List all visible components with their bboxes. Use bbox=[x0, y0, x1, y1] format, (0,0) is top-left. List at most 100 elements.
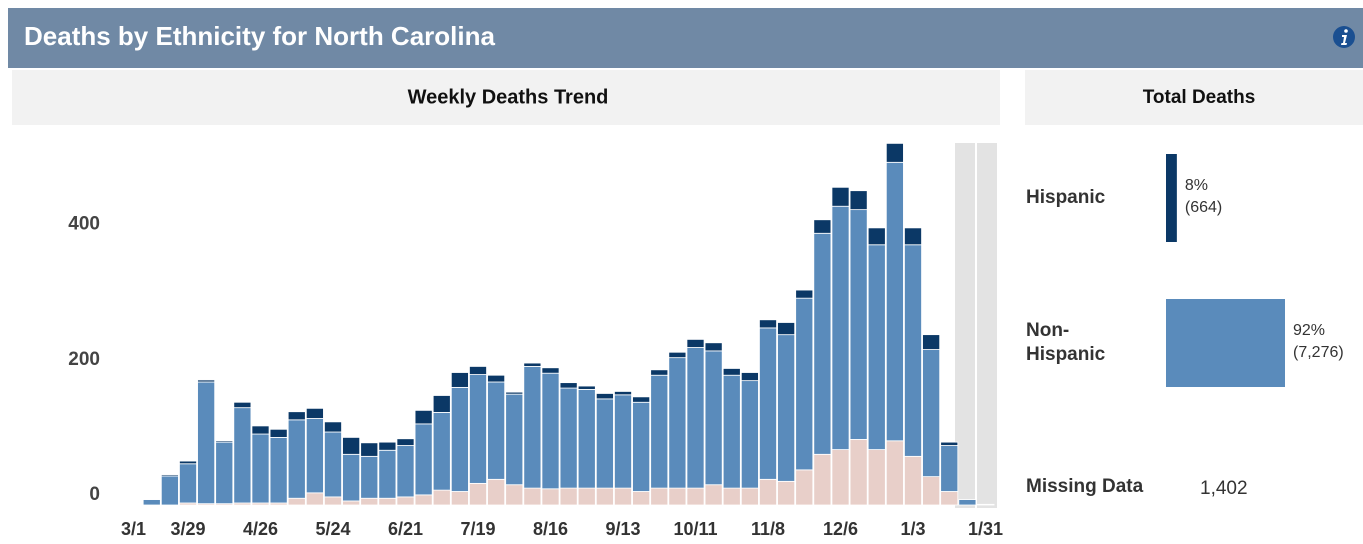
x-tick-label: 5/24 bbox=[315, 519, 350, 539]
bar-segment bbox=[541, 372, 560, 490]
bar-segment bbox=[197, 379, 216, 383]
bar-segment bbox=[722, 368, 741, 376]
bar-segment bbox=[287, 497, 306, 506]
bar-segment bbox=[577, 487, 596, 506]
percent-label: 92% bbox=[1293, 322, 1325, 339]
bar-segment bbox=[614, 394, 632, 489]
value-label: (664) bbox=[1185, 199, 1222, 216]
bar-segment bbox=[360, 455, 379, 499]
share-bar bbox=[1166, 299, 1285, 387]
bar-segment bbox=[179, 463, 197, 504]
bar-segment bbox=[849, 190, 868, 211]
bar-segment bbox=[904, 455, 922, 506]
bar-segment bbox=[795, 297, 814, 471]
bar-segment bbox=[614, 487, 632, 506]
bar-segment bbox=[324, 431, 342, 498]
bar-segment bbox=[469, 366, 487, 375]
bar-segment bbox=[831, 186, 850, 207]
bar-segment bbox=[577, 385, 596, 390]
bar-segment bbox=[324, 421, 342, 433]
bar-segment bbox=[650, 487, 669, 506]
bar-segment bbox=[505, 484, 524, 506]
bar-segment bbox=[759, 319, 777, 329]
bar-segment bbox=[541, 488, 560, 506]
bar-segment bbox=[287, 419, 306, 499]
bar-segment bbox=[287, 411, 306, 421]
bar-segment bbox=[777, 334, 796, 482]
bar-segment bbox=[940, 441, 959, 446]
bar-segment bbox=[595, 393, 614, 400]
bar-segment bbox=[378, 497, 397, 506]
bar-segment bbox=[505, 391, 524, 395]
bar-segment bbox=[885, 161, 904, 442]
bar-segment bbox=[740, 372, 759, 382]
bar-segment bbox=[378, 449, 397, 499]
bar-segment bbox=[324, 496, 342, 506]
bar-segment bbox=[831, 205, 850, 450]
bar-segment bbox=[523, 362, 542, 367]
bar-segment bbox=[777, 480, 796, 506]
x-tick-label: 3/1 bbox=[121, 519, 146, 539]
y-tick-label: 400 bbox=[68, 214, 100, 235]
missing-value: 1,402 bbox=[1200, 478, 1248, 499]
x-tick-label: 8/16 bbox=[533, 519, 568, 539]
bar-segment bbox=[885, 440, 904, 506]
bar-segment bbox=[686, 487, 705, 506]
bar-segment bbox=[342, 437, 361, 455]
bar-segment bbox=[867, 449, 886, 506]
bar-segment bbox=[740, 380, 759, 489]
bar-segment bbox=[505, 393, 524, 486]
bar-segment bbox=[632, 491, 651, 506]
bar-segment bbox=[450, 372, 469, 388]
bar-segment bbox=[559, 387, 578, 489]
bar-segment bbox=[632, 396, 651, 403]
bar-segment bbox=[414, 494, 433, 506]
bar-segment bbox=[759, 327, 777, 480]
bar-segment bbox=[378, 441, 397, 451]
x-tick-label: 11/8 bbox=[751, 519, 785, 539]
x-tick-label: 3/29 bbox=[170, 519, 205, 539]
bar-segment bbox=[305, 418, 324, 494]
bar-segment bbox=[904, 227, 922, 246]
bar-segment bbox=[432, 395, 451, 413]
info-icon[interactable] bbox=[1333, 26, 1355, 48]
bar-segment bbox=[904, 244, 922, 457]
bar-segment bbox=[668, 351, 687, 359]
bar-segment bbox=[976, 503, 995, 506]
bar-segment bbox=[269, 437, 288, 504]
category-label: Hispanic bbox=[1026, 187, 1106, 208]
bar-segment bbox=[342, 500, 361, 506]
bar-segment bbox=[650, 374, 669, 489]
bar-segment bbox=[487, 381, 506, 480]
bar-segment bbox=[885, 142, 904, 163]
bar-segment bbox=[795, 469, 814, 506]
bar-segment bbox=[668, 357, 687, 489]
bar-segment bbox=[487, 478, 506, 506]
value-label: (7,276) bbox=[1293, 344, 1344, 361]
bar-segment bbox=[813, 219, 832, 234]
x-tick-label: 7/19 bbox=[460, 519, 495, 539]
bar-segment bbox=[396, 438, 415, 446]
bar-segment bbox=[922, 334, 941, 350]
info-stem bbox=[1341, 35, 1347, 45]
bar-segment bbox=[577, 389, 596, 489]
bar-segment bbox=[632, 401, 651, 492]
x-tick-label: 1/31 bbox=[968, 519, 1003, 539]
bar-segment bbox=[922, 476, 941, 506]
incomplete-shade bbox=[955, 143, 975, 508]
page-title: Deaths by Ethnicity for North Carolina bbox=[24, 21, 495, 51]
bar-segment bbox=[795, 289, 814, 299]
bar-segment bbox=[197, 381, 216, 505]
bar-segment bbox=[541, 367, 560, 374]
bar-segment bbox=[650, 369, 669, 376]
bar-segment bbox=[414, 409, 433, 425]
bar-segment bbox=[722, 374, 741, 489]
missing-label: Missing Data bbox=[1026, 476, 1144, 497]
bar-segment bbox=[432, 411, 451, 491]
bar-segment bbox=[940, 491, 959, 506]
bar-segment bbox=[722, 487, 741, 506]
info-dot bbox=[1344, 29, 1348, 33]
bar-segment bbox=[523, 366, 542, 489]
bar-segment bbox=[414, 423, 433, 496]
